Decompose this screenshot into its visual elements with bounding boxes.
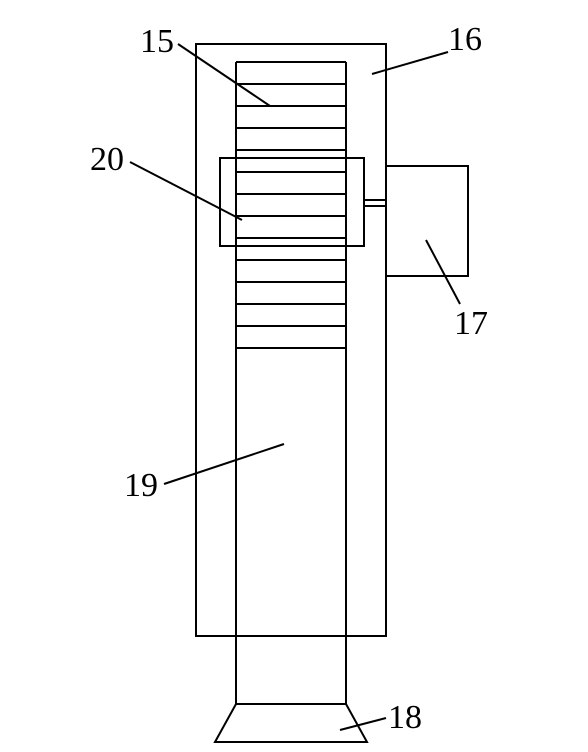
side-block xyxy=(386,166,468,276)
foot xyxy=(215,704,367,742)
label-16: 16 xyxy=(448,21,482,58)
side-connector xyxy=(364,200,386,206)
label-20: 20 xyxy=(90,141,124,178)
leader-lines xyxy=(130,44,460,730)
label-18: 18 xyxy=(388,699,422,736)
mechanical-diagram: 15 16 17 18 19 20 xyxy=(0,0,588,752)
leader-20 xyxy=(130,162,242,220)
label-17: 17 xyxy=(454,305,488,342)
outer-housing xyxy=(196,44,386,636)
leader-17 xyxy=(426,240,460,304)
threaded-section xyxy=(236,84,346,348)
leader-18 xyxy=(340,718,386,730)
label-15: 15 xyxy=(140,23,174,60)
leader-19 xyxy=(164,444,284,484)
leader-16 xyxy=(372,52,448,74)
leader-15 xyxy=(178,44,270,106)
label-19: 19 xyxy=(124,467,158,504)
